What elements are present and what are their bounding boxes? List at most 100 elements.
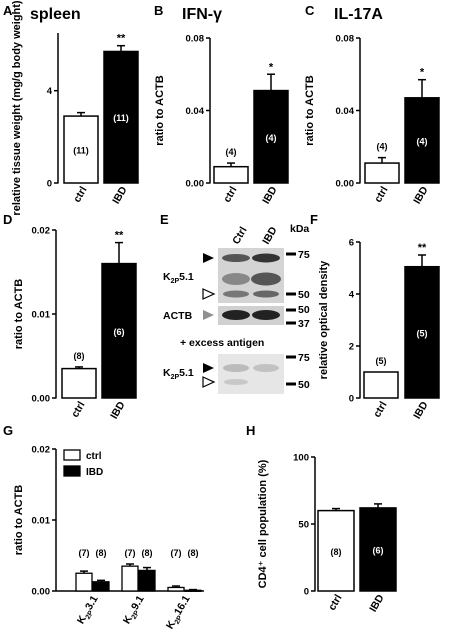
panel-letter-e: E xyxy=(160,212,169,227)
blot-label-excess-antigen: + excess antigen xyxy=(180,337,264,349)
chart-g-bar xyxy=(138,569,156,592)
chart-d-x-tick-label: ctrl xyxy=(69,399,88,419)
gray-arrowhead-icon xyxy=(203,310,214,320)
kda-label: kDa xyxy=(290,223,309,235)
panel-letter-d: D xyxy=(3,212,12,227)
chart-d-y-tick-label: 0.02 xyxy=(32,226,51,237)
chart-title-ifn-gamma: IFN-γ xyxy=(182,6,222,23)
blot-band xyxy=(253,290,279,298)
chart-d-bar xyxy=(101,262,137,399)
chart-d-bar xyxy=(61,367,97,399)
chart-c-y-tick-label: 0.08 xyxy=(336,34,355,45)
blot-lane-label: IBD xyxy=(260,224,280,246)
chart-c-y-tick-label: 0.04 xyxy=(336,106,355,117)
chart-g-n-label: (7) xyxy=(171,548,182,558)
blot-band xyxy=(222,273,250,285)
chart-f-y-tick-label: 2 xyxy=(349,342,354,353)
chart-h-x-tick-label: IBD xyxy=(367,592,387,614)
chart-a-y-tick-label: 4 xyxy=(47,86,53,97)
filled-arrowhead-icon xyxy=(203,363,214,373)
chart-c-x-tick-label: IBD xyxy=(411,184,431,206)
chart-g-bar xyxy=(184,589,202,592)
chart-f-y-tick-label: 4 xyxy=(349,290,355,301)
chart-f-significance: ** xyxy=(418,242,427,254)
chart-b-y-tick-label: 0.00 xyxy=(186,179,205,190)
blot-band xyxy=(223,364,249,372)
chart-g-y-tick-label: 0.01 xyxy=(32,516,51,527)
chart-f-n-label: (5) xyxy=(376,356,387,366)
chart-b-significance: * xyxy=(269,61,274,73)
chart-h-y-tick-label: 0 xyxy=(304,587,309,598)
kda-marker: 50 xyxy=(298,379,310,391)
chart-c-y-axis-label: ratio to ACTB xyxy=(304,75,316,146)
chart-b-x-tick-label: ctrl xyxy=(221,184,240,204)
chart-b-y-tick-label: 0.04 xyxy=(186,106,205,117)
chart-g-x-tick-label: K2P16.1 xyxy=(164,593,195,632)
chart-c-bar xyxy=(404,97,440,184)
chart-g-x-tick-label: K2P3.1 xyxy=(75,593,103,627)
chart-h-bar xyxy=(359,507,397,592)
blot-label-k2p51: K2P5.1 xyxy=(163,271,194,285)
chart-b-bar xyxy=(213,165,249,184)
chart-c-significance: * xyxy=(420,67,425,79)
chart-c-n-label: (4) xyxy=(377,142,388,152)
chart-c-n-label: (4) xyxy=(417,136,428,146)
chart-a-x-tick-label: ctrl xyxy=(71,184,90,204)
chart-a-y-axis-label: relative tissue weight (mg/g body weight… xyxy=(11,0,23,215)
chart-f-y-axis-label: relative optical density xyxy=(318,260,330,379)
chart-g-bar xyxy=(75,572,93,592)
chart-d-significance: ** xyxy=(115,230,124,242)
charts-layer: 0 4 relative tissue weight (mg/g body weig… xyxy=(11,0,440,632)
chart-a-n-label: (11) xyxy=(73,146,89,156)
chart-a-y-tick-label: 0 xyxy=(47,179,52,190)
kda-marker: 75 xyxy=(298,352,310,364)
chart-g-bar xyxy=(167,586,185,592)
chart-g-y-tick-label: 0.02 xyxy=(32,445,51,456)
chart-d-x-tick-label: IBD xyxy=(108,399,128,421)
blot-band xyxy=(222,254,250,262)
chart-g-n-label: (7) xyxy=(125,548,136,558)
chart-b-y-tick-label: 0.08 xyxy=(186,34,205,45)
blot-image-k2p-bottom xyxy=(218,354,284,394)
kda-marker: 50 xyxy=(298,304,310,316)
chart-f-x-tick-label: ctrl xyxy=(371,399,390,419)
blot-band xyxy=(252,253,280,263)
filled-arrowhead-icon xyxy=(203,253,214,263)
chart-f-y-tick-label: 6 xyxy=(349,238,354,249)
chart-h-y-tick-label: 100 xyxy=(293,453,309,464)
open-arrowhead-icon xyxy=(202,376,216,388)
legend-swatch xyxy=(63,465,81,477)
panel-letter-g: G xyxy=(3,423,13,438)
chart-title-spleen: spleen xyxy=(30,6,81,23)
panel-letter-f: F xyxy=(310,212,318,227)
panel-letter-a: A xyxy=(3,3,13,18)
blot-label-actb: ACTB xyxy=(163,310,193,322)
chart-h-y-axis-label: CD4⁺ cell population (%) xyxy=(257,459,269,588)
kda-marker: 50 xyxy=(298,289,310,301)
chart-h-bar xyxy=(317,509,355,592)
chart-g-n-label: (7) xyxy=(79,548,90,558)
chart-g-n-label: (8) xyxy=(142,548,153,558)
panel-letter-h: H xyxy=(246,423,255,438)
legend-swatch xyxy=(63,449,81,461)
panel-letter-c: C xyxy=(305,3,315,18)
chart-b-x-tick-label: IBD xyxy=(260,184,280,206)
blot-band xyxy=(253,364,279,372)
chart-title-il-17a: IL-17A xyxy=(334,6,383,23)
chart-d-y-tick-label: 0.01 xyxy=(32,310,51,321)
chart-b-n-label: (4) xyxy=(226,147,237,157)
blot-label-k2p51: K2P5.1 xyxy=(163,367,194,381)
blot-lane-label: Ctrl xyxy=(230,225,249,247)
blot-band xyxy=(251,272,281,286)
kda-marker: 37 xyxy=(298,318,310,330)
chart-a-x-tick-label: IBD xyxy=(110,184,130,206)
blot-band xyxy=(223,290,249,298)
chart-c-y-tick-label: 0.00 xyxy=(336,179,355,190)
chart-g-y-tick-label: 0.00 xyxy=(32,587,51,598)
chart-b-n-label: (4) xyxy=(266,133,277,143)
chart-f-y-tick-label: 0 xyxy=(349,394,354,405)
chart-b-bar xyxy=(253,89,289,184)
chart-g-bar xyxy=(121,565,139,592)
chart-b-y-axis-label: ratio to ACTB xyxy=(154,75,166,146)
